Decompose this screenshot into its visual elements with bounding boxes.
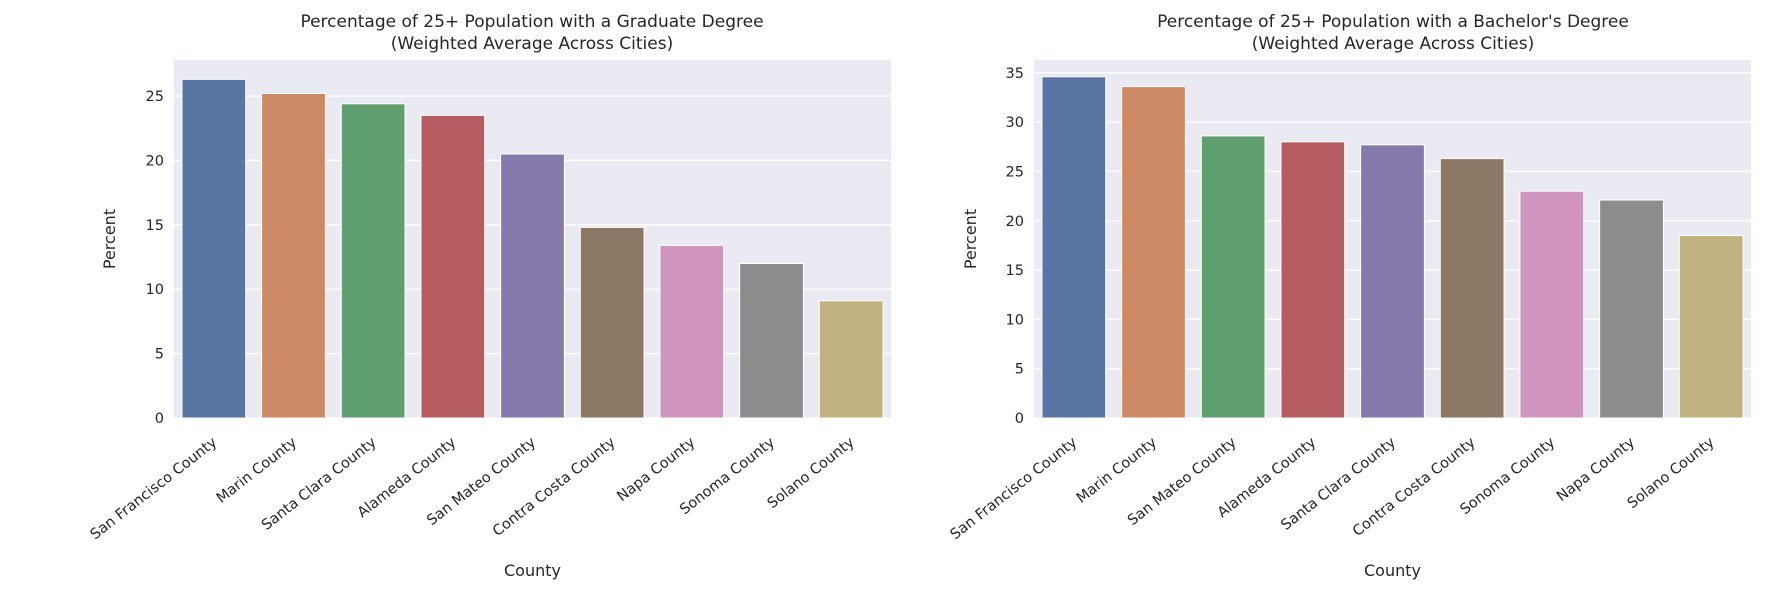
x-axis-label: County xyxy=(504,561,561,580)
y-axis-label: Percent xyxy=(100,209,119,269)
bar xyxy=(340,103,406,419)
bar xyxy=(659,244,725,419)
x-tick-label: Napa County xyxy=(1554,434,1638,505)
bar xyxy=(1200,135,1266,419)
y-tick-label: 35 xyxy=(1006,66,1024,82)
y-tick-label: 15 xyxy=(1006,263,1024,279)
x-tick-label: San Francisco County xyxy=(88,434,221,543)
bar xyxy=(1280,141,1346,419)
bar xyxy=(818,300,884,419)
y-tick-label: 0 xyxy=(155,411,164,427)
bar xyxy=(1041,76,1107,419)
y-tick-label: 20 xyxy=(146,153,164,169)
bar xyxy=(1121,86,1186,419)
bar xyxy=(1360,144,1425,419)
x-tick-label: Napa County xyxy=(614,434,698,505)
y-tick-label: 15 xyxy=(146,218,164,234)
x-tick-label: Marin County xyxy=(214,434,300,506)
chart-title: Percentage of 25+ Population with a Grad… xyxy=(300,12,763,32)
bar xyxy=(261,92,326,419)
chart-title: Percentage of 25+ Population with a Bach… xyxy=(1157,12,1629,32)
bar xyxy=(1599,199,1664,419)
x-tick-label: Marin County xyxy=(1074,434,1160,506)
bar xyxy=(739,262,804,419)
y-tick-label: 5 xyxy=(155,347,164,363)
y-tick-label: 20 xyxy=(1006,214,1024,230)
bar xyxy=(579,226,645,419)
bar xyxy=(420,114,486,419)
y-tick-label: 0 xyxy=(1015,411,1024,427)
bar xyxy=(181,78,247,419)
x-axis-label: County xyxy=(1364,561,1421,580)
bar xyxy=(500,153,565,419)
x-tick-label: Solano County xyxy=(765,434,858,512)
chart-subtitle: (Weighted Average Across Cities) xyxy=(391,34,673,54)
y-tick-label: 30 xyxy=(1006,115,1024,131)
y-axis-label: Percent xyxy=(961,209,980,269)
chart-subtitle: (Weighted Average Across Cities) xyxy=(1252,34,1534,54)
chart-2: 0 5 10 15 20 25 30 35 San Francisco CountyMarin … xyxy=(948,12,1751,580)
y-tick-label: 10 xyxy=(1006,312,1024,328)
bar xyxy=(1439,158,1505,419)
bar xyxy=(1519,190,1585,419)
x-tick-label: San Francisco County xyxy=(948,434,1081,543)
y-tick-label: 25 xyxy=(146,89,164,105)
y-tick-label: 25 xyxy=(1006,164,1024,180)
bar xyxy=(1678,235,1744,419)
y-tick-label: 5 xyxy=(1015,362,1024,378)
y-tick-label: 10 xyxy=(146,282,164,298)
x-tick-label: Solano County xyxy=(1625,434,1718,512)
